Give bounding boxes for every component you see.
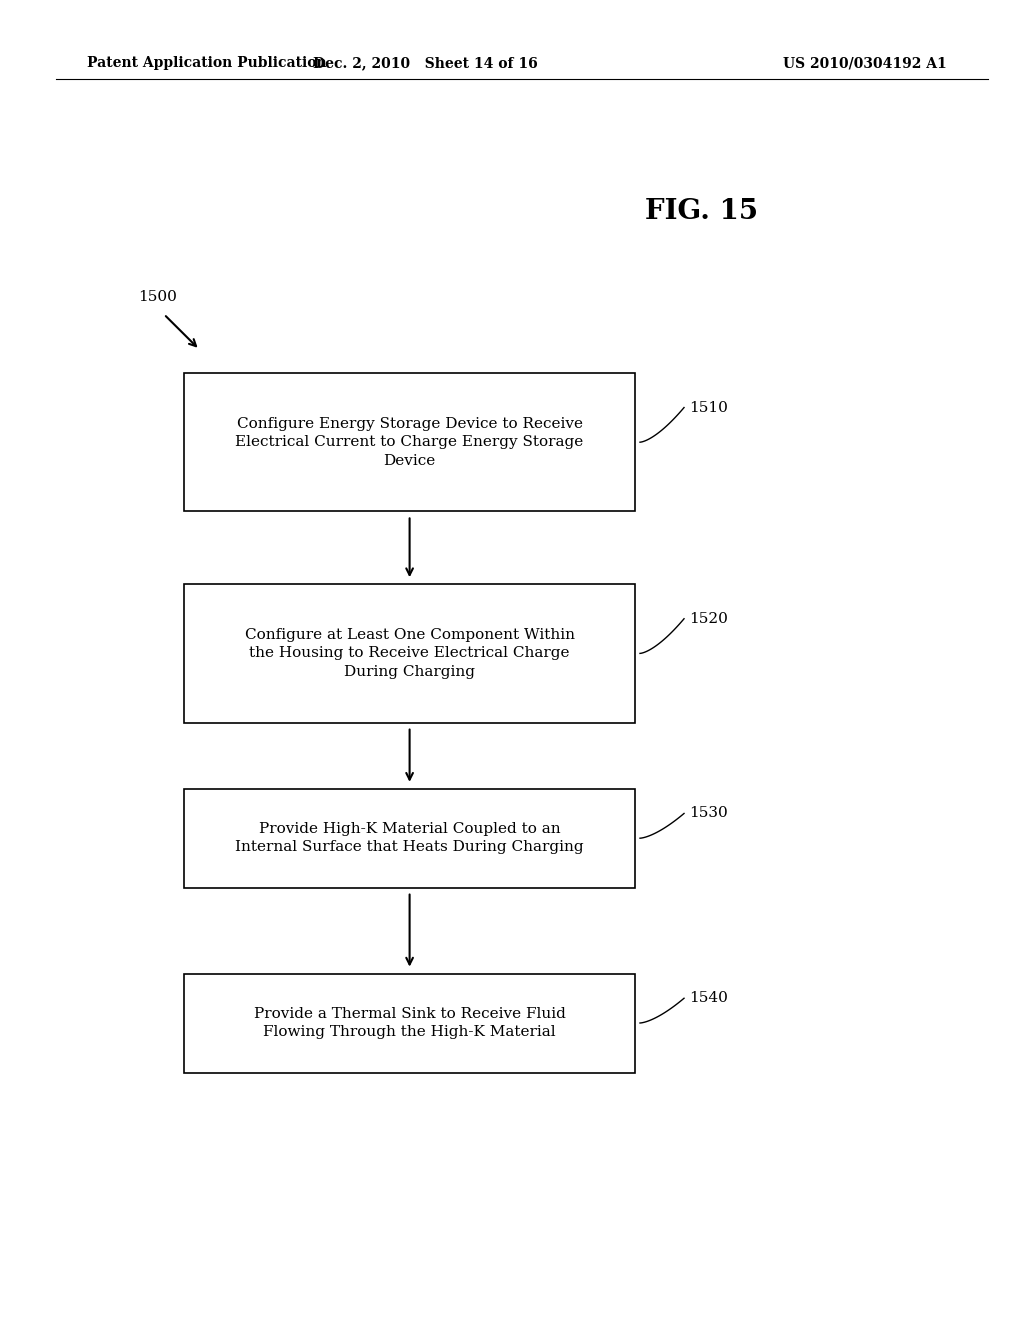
Bar — [184, 788, 635, 887]
Bar — [184, 974, 635, 1072]
Bar — [184, 583, 635, 722]
Text: 1520: 1520 — [689, 611, 728, 626]
Bar — [184, 372, 635, 511]
Text: Provide High-K Material Coupled to an
Internal Surface that Heats During Chargin: Provide High-K Material Coupled to an In… — [236, 822, 584, 854]
Text: Dec. 2, 2010   Sheet 14 of 16: Dec. 2, 2010 Sheet 14 of 16 — [312, 57, 538, 70]
Text: Provide a Thermal Sink to Receive Fluid
Flowing Through the High-K Material: Provide a Thermal Sink to Receive Fluid … — [254, 1007, 565, 1039]
Text: Configure at Least One Component Within
the Housing to Receive Electrical Charge: Configure at Least One Component Within … — [245, 628, 574, 678]
Text: Configure Energy Storage Device to Receive
Electrical Current to Charge Energy S: Configure Energy Storage Device to Recei… — [236, 417, 584, 467]
Text: 1530: 1530 — [689, 807, 728, 821]
Text: US 2010/0304192 A1: US 2010/0304192 A1 — [783, 57, 947, 70]
Text: FIG. 15: FIG. 15 — [645, 198, 758, 224]
Text: 1540: 1540 — [689, 991, 728, 1006]
Text: 1500: 1500 — [138, 290, 177, 304]
Text: 1510: 1510 — [689, 400, 728, 414]
Text: Patent Application Publication: Patent Application Publication — [87, 57, 327, 70]
